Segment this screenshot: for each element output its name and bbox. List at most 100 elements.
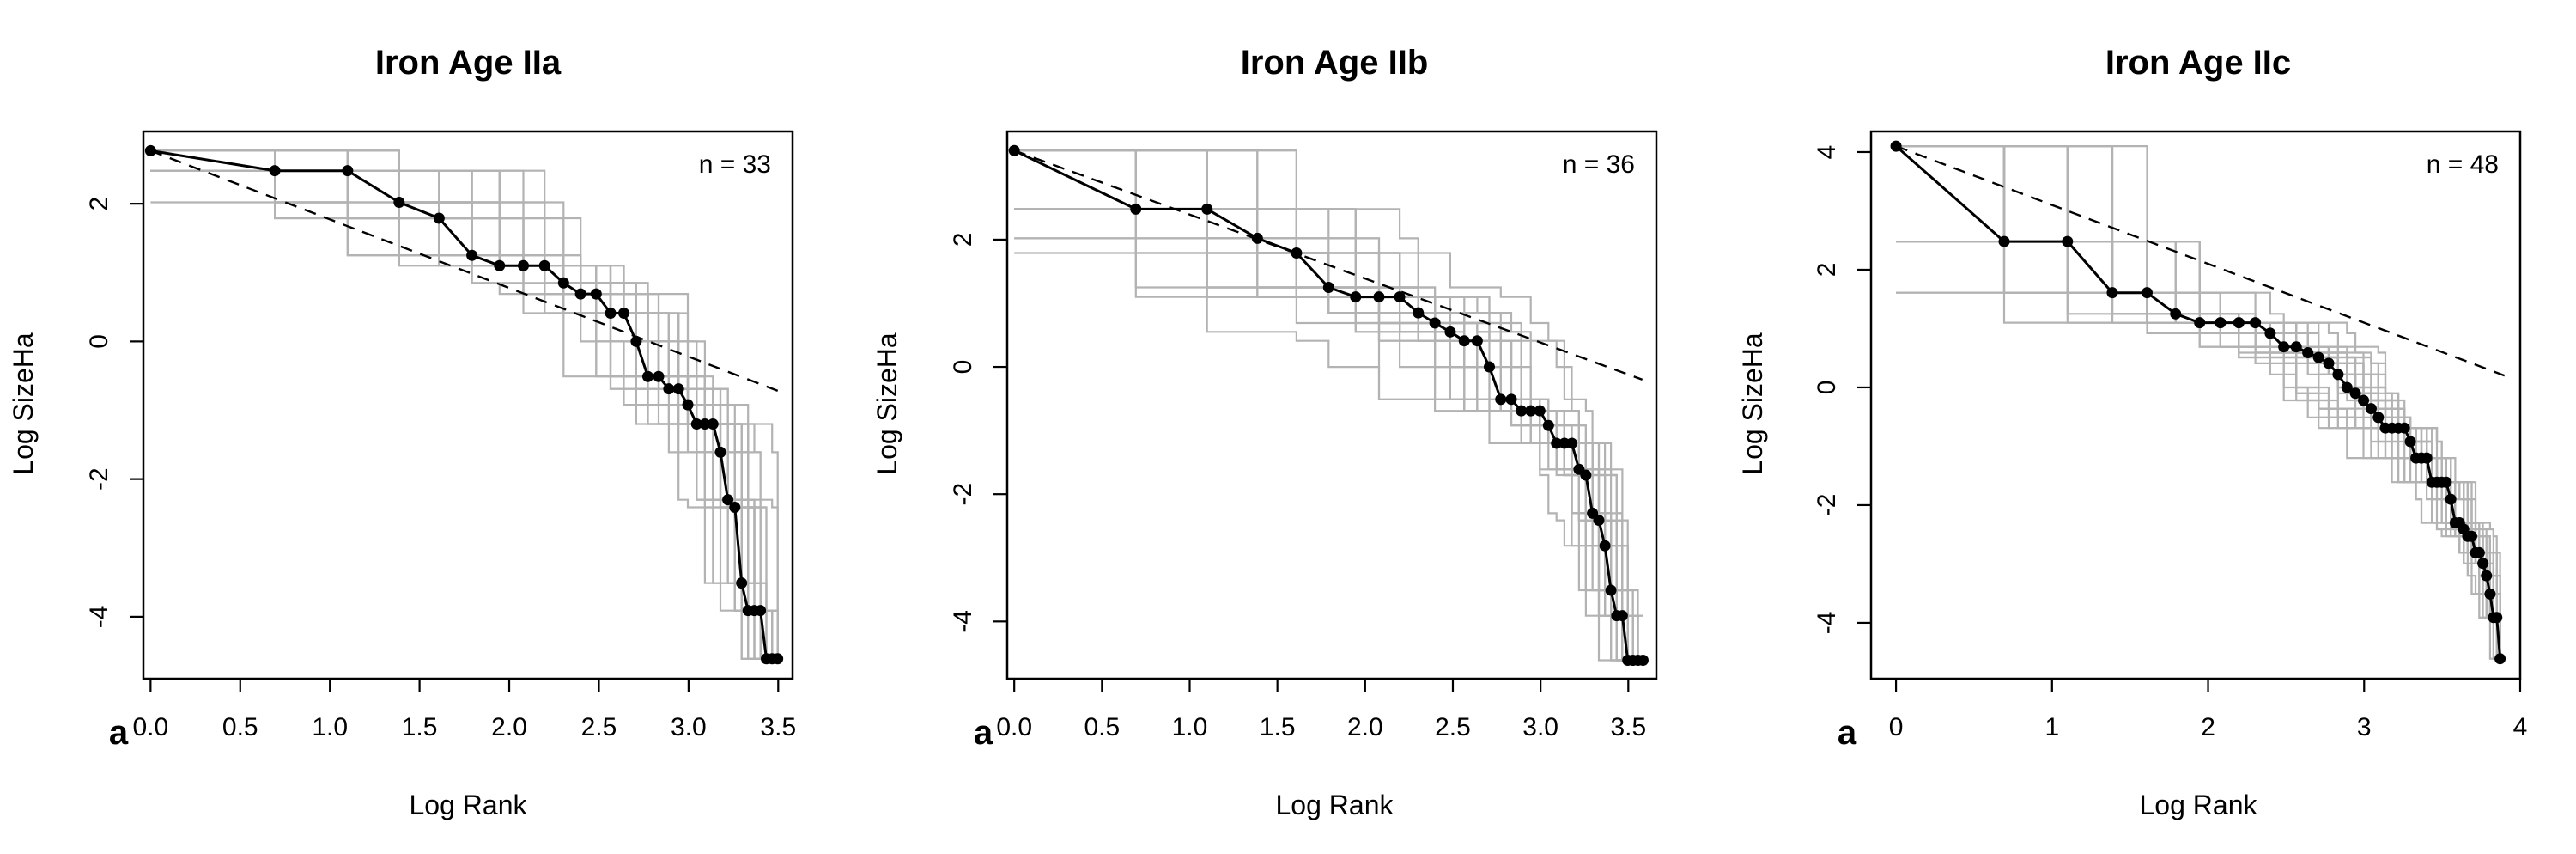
observed-point bbox=[2365, 403, 2377, 415]
y-tick-label: -4 bbox=[949, 610, 977, 633]
observed-point bbox=[1542, 419, 1554, 431]
panel-tag: a bbox=[1838, 714, 1857, 752]
observed-point bbox=[1580, 469, 1592, 481]
x-axis: 0 1 2 3 4 bbox=[1889, 679, 2527, 741]
simulation-line bbox=[1896, 145, 2501, 618]
observed-point bbox=[590, 288, 602, 300]
observed-point bbox=[2278, 341, 2290, 353]
observed-point bbox=[1429, 317, 1441, 329]
observed-point bbox=[2332, 369, 2344, 381]
x-tick-label: 1.5 bbox=[402, 713, 438, 741]
observed-point bbox=[2141, 287, 2153, 299]
observed-point bbox=[2302, 347, 2314, 359]
simulation-line bbox=[1896, 145, 2501, 659]
y-axis-label: Log SizeHa bbox=[1737, 332, 1768, 475]
observed-series bbox=[1008, 144, 1649, 667]
y-tick-label: 0 bbox=[85, 334, 113, 349]
y-tick-label: 2 bbox=[1813, 263, 1841, 278]
observed-point bbox=[538, 259, 550, 271]
x-axis-label: Log Rank bbox=[410, 790, 528, 820]
plot-frame bbox=[1005, 130, 1658, 680]
simulation-line bbox=[1896, 145, 2500, 660]
observed-point bbox=[1201, 203, 1213, 215]
observed-point bbox=[2170, 308, 2182, 320]
observed-point bbox=[1413, 307, 1425, 319]
observed-point bbox=[772, 653, 784, 665]
simulation-line bbox=[1896, 145, 2500, 660]
observed-point bbox=[672, 383, 684, 395]
observed-point bbox=[1599, 540, 1611, 552]
x-tick-label: 2.0 bbox=[1347, 713, 1383, 741]
observed-point bbox=[1350, 291, 1362, 303]
observed-point bbox=[1444, 326, 1456, 338]
y-tick-label: -2 bbox=[85, 467, 113, 491]
reference-line-group bbox=[149, 149, 779, 393]
observed-point bbox=[2440, 476, 2452, 488]
x-tick-label: 1.0 bbox=[312, 713, 348, 741]
simulation-line bbox=[1896, 145, 2500, 660]
observed-point bbox=[1322, 281, 1334, 293]
observed-point bbox=[682, 399, 694, 411]
observed-point bbox=[2494, 653, 2506, 665]
observed-point bbox=[2404, 436, 2416, 448]
y-tick-label: -4 bbox=[85, 606, 113, 629]
y-axis: -4 -2 0 2 4 bbox=[1813, 145, 1871, 634]
y-tick-label: 2 bbox=[949, 233, 977, 247]
observed-point bbox=[2215, 317, 2227, 329]
observed-point bbox=[1998, 235, 2010, 247]
observed-point bbox=[755, 605, 767, 617]
observed-point bbox=[1551, 437, 1563, 449]
panel-tag: a bbox=[974, 714, 993, 752]
simulation-line bbox=[1896, 145, 2500, 619]
observed-point bbox=[1458, 335, 1470, 347]
observed-point bbox=[2491, 612, 2503, 624]
simulation-line bbox=[150, 169, 778, 660]
x-axis-label: Log Rank bbox=[1276, 790, 1394, 820]
observed-point bbox=[342, 165, 354, 177]
observed-point bbox=[1291, 247, 1303, 259]
x-tick-label: 0.5 bbox=[1084, 713, 1120, 741]
observed-point bbox=[2233, 317, 2245, 329]
simulation-line bbox=[150, 169, 778, 660]
x-tick-label: 0 bbox=[1889, 713, 1904, 741]
simulation-line bbox=[1896, 145, 2501, 659]
simulation-line bbox=[1896, 145, 2500, 660]
simulation-line bbox=[1014, 149, 1643, 662]
observed-point bbox=[2250, 317, 2262, 329]
x-tick-label: 3 bbox=[2357, 713, 2372, 741]
observed-point bbox=[2398, 422, 2410, 434]
simulation-line bbox=[1896, 145, 2500, 660]
simulation-line bbox=[1896, 145, 2501, 659]
simulation-line bbox=[1896, 145, 2501, 618]
simulation-line bbox=[150, 169, 779, 659]
simulation-line bbox=[150, 169, 778, 660]
observed-series bbox=[144, 144, 784, 665]
reference-line bbox=[1895, 145, 2506, 377]
plot-frame bbox=[1869, 130, 2522, 680]
y-tick-label: -2 bbox=[949, 483, 977, 506]
observed-point bbox=[393, 197, 405, 209]
observed-point bbox=[574, 288, 586, 300]
y-tick-label: 0 bbox=[1813, 381, 1841, 395]
n-label: n = 36 bbox=[1563, 150, 1635, 179]
observed-point bbox=[1525, 405, 1537, 417]
x-tick-label: 3.5 bbox=[1610, 713, 1646, 741]
x-tick-label: 0.0 bbox=[132, 713, 168, 741]
observed-point bbox=[653, 370, 665, 382]
observed-point bbox=[2106, 287, 2118, 299]
observed-point bbox=[736, 577, 748, 589]
x-tick-label: 0.5 bbox=[222, 713, 258, 741]
y-tick-label: 4 bbox=[1813, 145, 1841, 160]
simulation-line bbox=[150, 169, 778, 660]
simulation-line bbox=[1896, 145, 2501, 659]
observed-point bbox=[2323, 357, 2335, 369]
observed-point bbox=[2349, 387, 2361, 400]
x-tick-label: 2 bbox=[2201, 713, 2215, 741]
x-axis-label: Log Rank bbox=[2140, 790, 2258, 820]
x-tick-label: 1.5 bbox=[1260, 713, 1296, 741]
x-tick-label: 1.0 bbox=[1172, 713, 1208, 741]
y-axis-label: Log SizeHa bbox=[872, 332, 902, 475]
observed-point bbox=[518, 259, 530, 271]
observed-point bbox=[1373, 291, 1385, 303]
simulation-line bbox=[1896, 145, 2500, 619]
